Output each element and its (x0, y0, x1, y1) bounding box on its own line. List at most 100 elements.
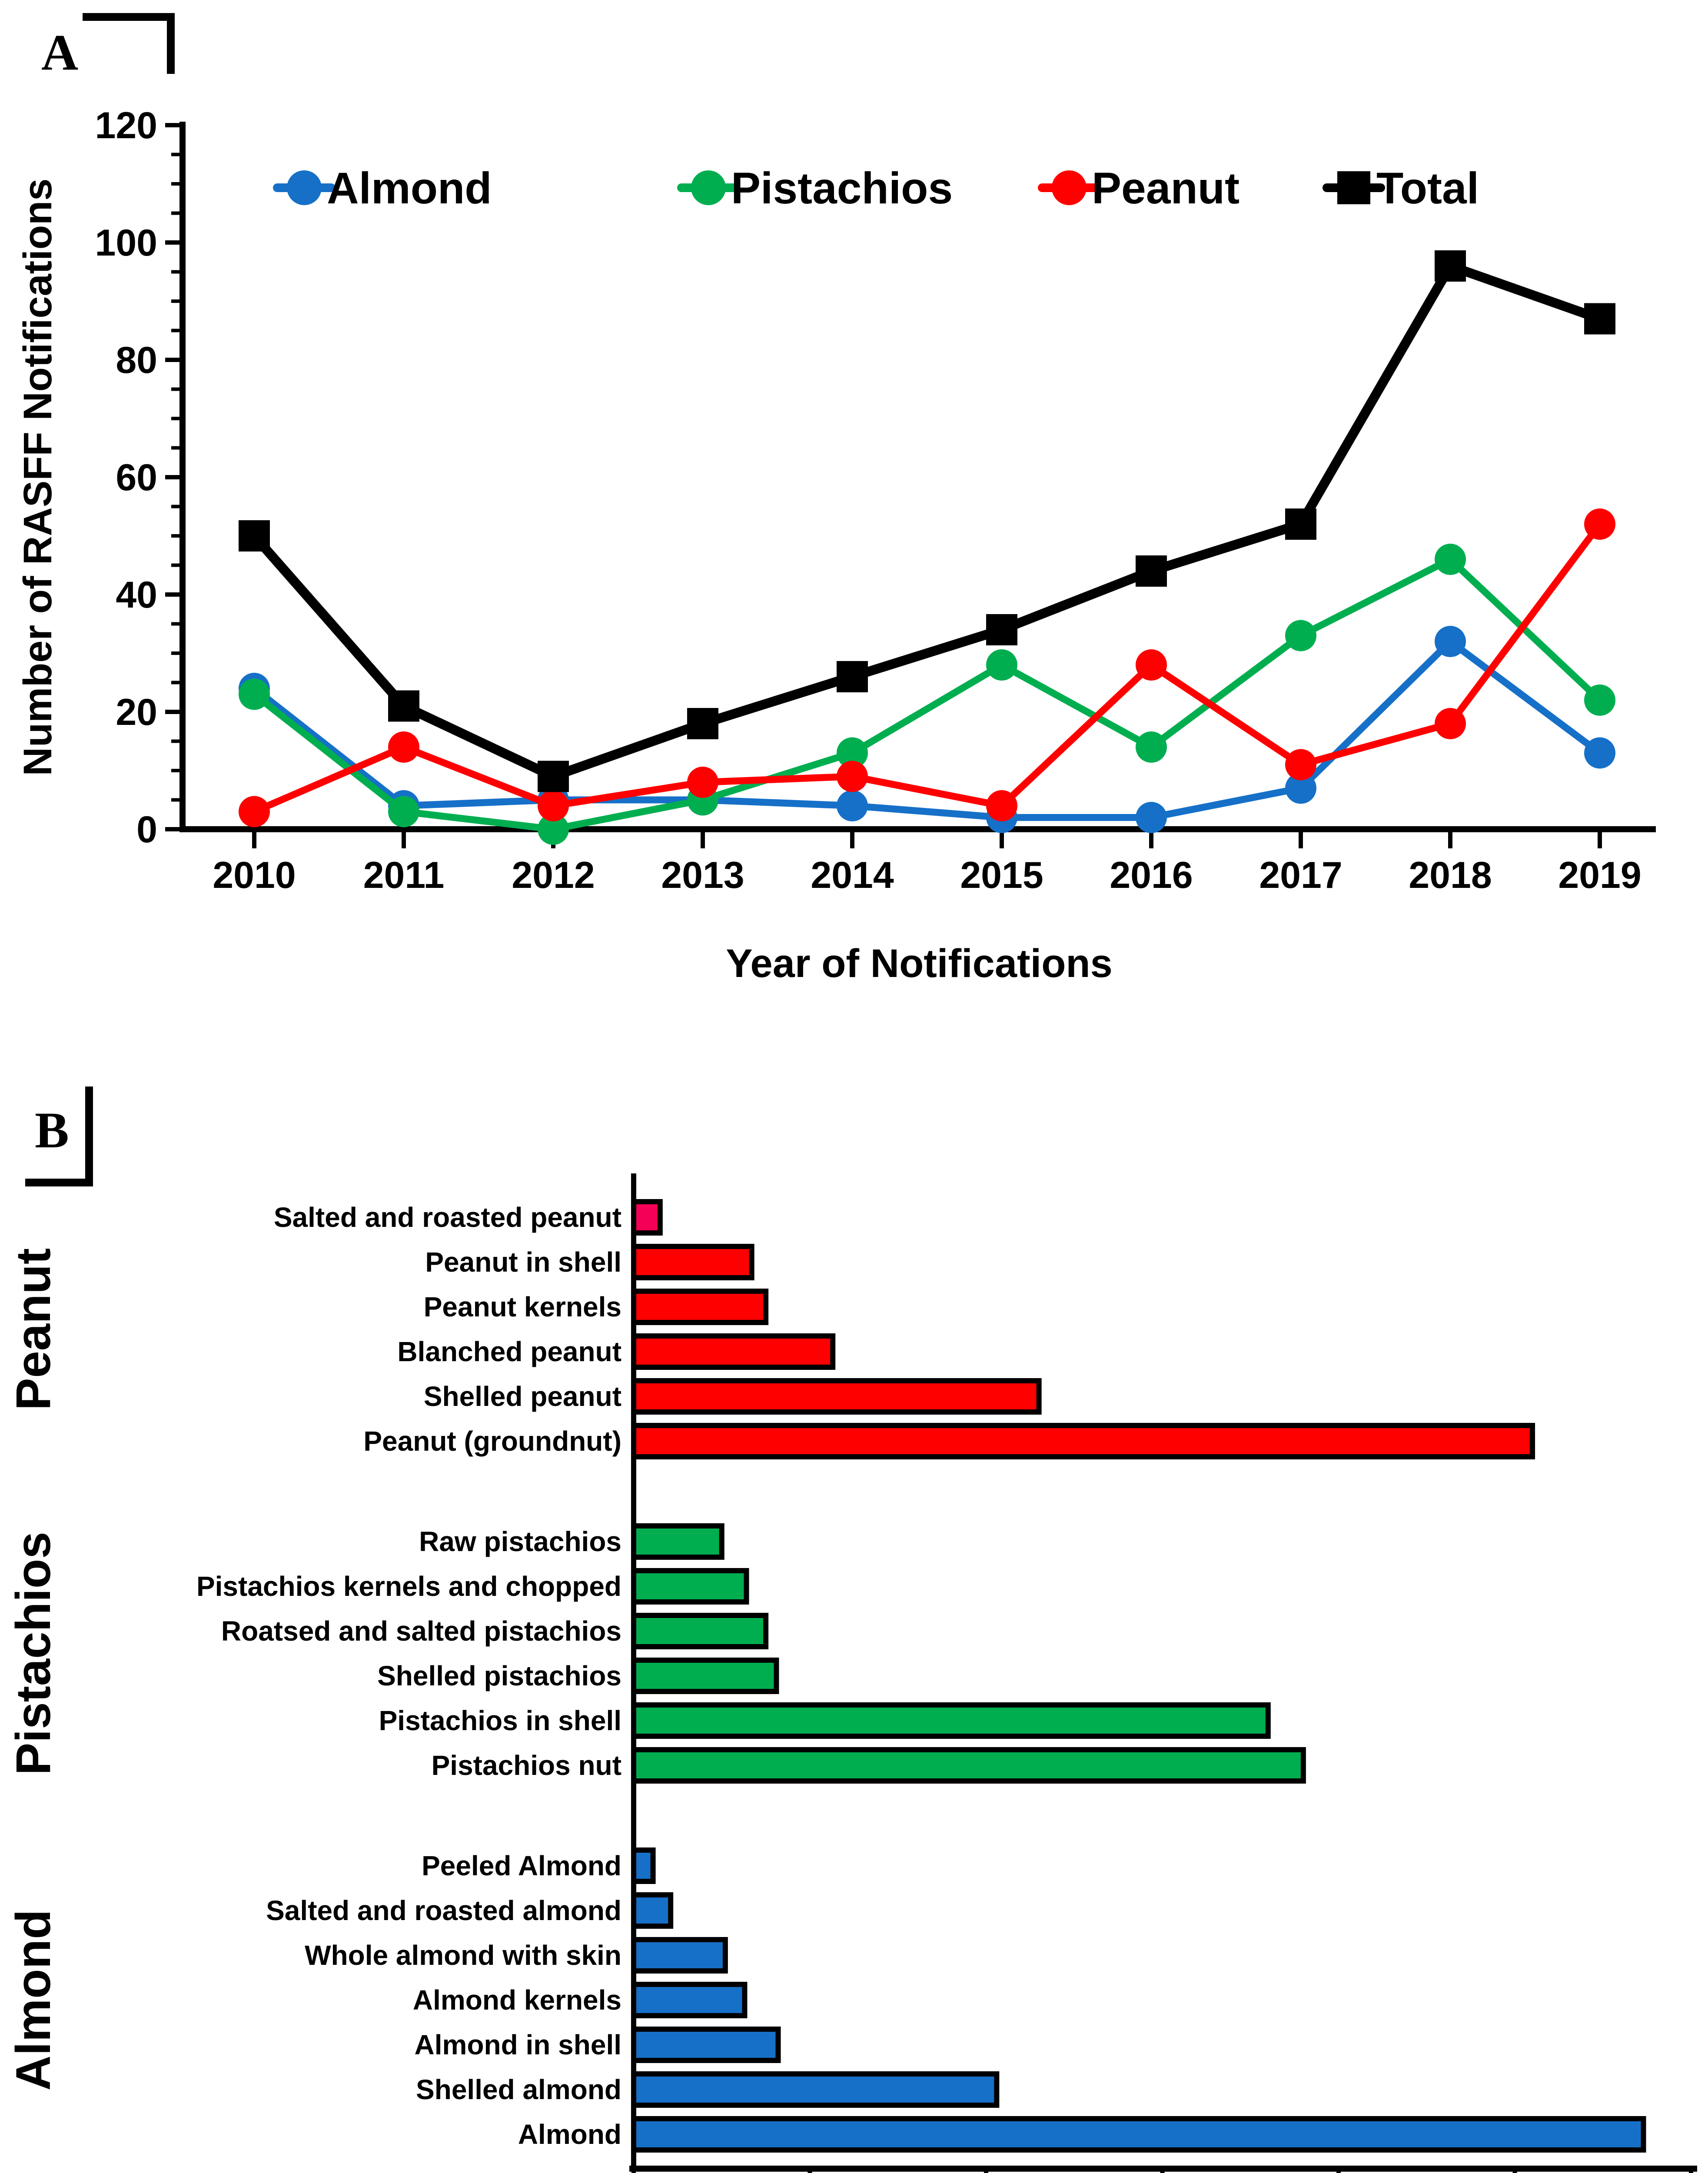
legend-item-total: Total (1323, 163, 1479, 213)
legend-marker (287, 170, 322, 205)
data-point-pistachios-2012 (538, 814, 569, 845)
bar-whole-almond-with-skin (631, 1937, 728, 1974)
bar-chart-rasff-notification-percentages: B % of RASFF notifications 0102030405060… (6, 1086, 1697, 2173)
data-point-total-2014 (837, 661, 868, 692)
data-point-peanut-2017 (1285, 749, 1316, 781)
bar-peeled-almond (631, 1847, 656, 1884)
series-line-peanut (251, 521, 1603, 815)
data-point-total-2019 (1584, 303, 1615, 335)
legend-marker (691, 170, 726, 205)
legend-item-almond: Almond (273, 163, 492, 213)
bar-salted-and-roasted-peanut (631, 1199, 663, 1236)
group-label-pistachios: Pistachios (6, 1532, 60, 1775)
bar-blanched-peanut (631, 1333, 836, 1370)
panel-a-x-tick-label: 2017 (1259, 854, 1342, 896)
group-label-peanut: Peanut (6, 1248, 60, 1410)
bar-peanut-kernels (631, 1289, 769, 1325)
bar-almond (631, 2116, 1646, 2153)
data-point-peanut-2010 (239, 796, 270, 827)
data-point-pistachios-2016 (1136, 731, 1167, 763)
panel-a-x-tick-label: 2018 (1409, 854, 1492, 896)
legend-label: Almond (327, 163, 492, 213)
panel-a-y-tick-label: 20 (116, 691, 157, 733)
panel-b-label: B (35, 1102, 69, 1159)
line-chart-rasff-notifications-by-year: A Number of RASFF Notifications Year of … (16, 13, 1656, 986)
data-point-total-2013 (687, 708, 718, 739)
bar-peanut-groundnut (631, 1423, 1535, 1459)
panel-b-plot-area: 0102030405060Salted and roasted peanutPe… (6, 1173, 1697, 2173)
data-point-peanut-2016 (1136, 649, 1167, 681)
panel-a-x-tick-label: 2013 (661, 854, 744, 896)
panel-a-y-tick-label: 40 (116, 574, 157, 616)
bar-pistachios-kernels-and-chopped (631, 1568, 749, 1605)
panel-a-x-tick-label: 2019 (1558, 854, 1641, 896)
panel-b-bracket-vertical (85, 1086, 93, 1186)
series-line-almond (251, 637, 1603, 821)
bar-peanut-in-shell (631, 1244, 754, 1280)
data-point-pistachios-2011 (388, 796, 419, 827)
data-point-almond-2017 (1285, 772, 1316, 804)
panel-a-x-tick-label: 2015 (960, 854, 1043, 896)
data-point-total-2015 (986, 614, 1017, 645)
bar-shelled-almond (631, 2071, 1000, 2108)
data-point-total-2018 (1435, 250, 1466, 282)
data-point-peanut-2013 (687, 767, 718, 798)
panel-a-x-tick-label: 2010 (213, 854, 296, 896)
bar-label-peanut-kernels: Peanut kernels (424, 1291, 621, 1322)
bar-label-raw-pistachios: Raw pistachios (419, 1526, 621, 1557)
panel-a: A Number of RASFF Notifications Year of … (0, 0, 1708, 1021)
data-point-pistachios-2010 (239, 678, 270, 710)
bar-label-shelled-peanut: Shelled peanut (424, 1381, 621, 1412)
panel-a-y-tick-label: 120 (95, 105, 158, 146)
data-point-pistachios-2014 (837, 737, 868, 769)
bar-label-peanut-groundnut: Peanut (groundnut) (363, 1425, 621, 1457)
series-line-pistachios (251, 555, 1603, 833)
bar-label-shelled-pistachios: Shelled pistachios (377, 1660, 621, 1691)
panel-a-x-tick-label: 2014 (811, 854, 894, 896)
data-point-total-2011 (388, 690, 419, 722)
data-point-almond-2016 (1136, 802, 1167, 833)
data-point-peanut-2019 (1584, 508, 1615, 540)
legend-marker (1337, 171, 1370, 204)
group-label-almond: Almond (6, 1910, 60, 2091)
data-point-pistachios-2015 (986, 649, 1017, 681)
panel-a-bracket-vertical (167, 13, 175, 74)
bar-pistachios-nut (631, 1747, 1306, 1784)
panel-a-x-tick-label: 2012 (512, 854, 595, 896)
bar-almond-in-shell (631, 2027, 781, 2063)
legend-label: Pistachios (731, 163, 953, 213)
data-point-pistachios-2019 (1584, 684, 1615, 716)
bar-label-salted-and-roasted-almond: Salted and roasted almond (266, 1895, 621, 1926)
data-point-almond-2018 (1435, 626, 1466, 657)
bar-label-almond: Almond (518, 2119, 621, 2150)
legend-item-peanut: Peanut (1038, 163, 1239, 213)
bar-roatsed-and-salted-pistachios (631, 1613, 769, 1649)
panel-b: B % of RASFF notifications 0102030405060… (0, 1021, 1708, 2173)
bar-label-almond-kernels: Almond kernels (413, 1984, 621, 2016)
data-point-peanut-2018 (1435, 708, 1466, 739)
bar-label-pistachios-kernels-and-chopped: Pistachios kernels and chopped (196, 1571, 621, 1602)
panel-a-y-tick-label: 100 (95, 222, 158, 264)
bar-label-salted-and-roasted-peanut: Salted and roasted peanut (274, 1202, 621, 1233)
bar-shelled-peanut (631, 1378, 1042, 1415)
legend-marker (1052, 170, 1087, 205)
data-point-total-2010 (239, 520, 270, 552)
legend-label: Total (1376, 163, 1479, 213)
data-point-peanut-2012 (538, 790, 569, 821)
bar-label-almond-in-shell: Almond in shell (415, 2029, 621, 2060)
bar-label-pistachios-in-shell: Pistachios in shell (379, 1705, 621, 1736)
data-point-almond-2014 (837, 790, 868, 821)
data-point-pistachios-2018 (1435, 544, 1466, 575)
bar-shelled-pistachios (631, 1658, 779, 1694)
bar-label-shelled-almond: Shelled almond (416, 2074, 621, 2105)
panel-a-y-tick-label: 80 (116, 339, 157, 381)
panel-a-x-axis-title: Year of Notifications (726, 941, 1113, 986)
bar-pistachios-in-shell (631, 1702, 1271, 1739)
panel-a-bracket-horizontal (83, 13, 175, 21)
data-point-peanut-2015 (986, 790, 1017, 821)
data-point-peanut-2014 (837, 761, 868, 792)
bar-label-whole-almond-with-skin: Whole almond with skin (305, 1940, 621, 1971)
panel-a-y-tick-label: 0 (136, 809, 157, 851)
bar-label-roatsed-and-salted-pistachios: Roatsed and salted pistachios (221, 1615, 621, 1647)
